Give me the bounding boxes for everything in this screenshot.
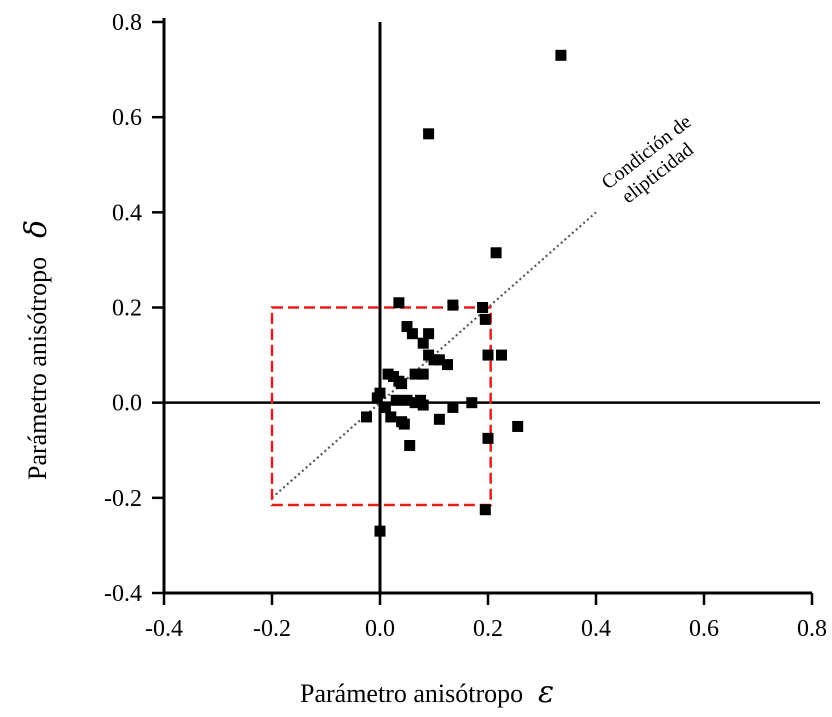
data-point xyxy=(479,313,491,325)
data-point xyxy=(404,439,416,451)
data-point xyxy=(447,299,459,311)
y-tick-label: 0.0 xyxy=(112,391,142,417)
data-point xyxy=(401,321,413,333)
data-point xyxy=(496,349,507,361)
data-point xyxy=(490,247,502,259)
y-tick-label: 0.8 xyxy=(112,10,142,36)
data-point xyxy=(417,337,429,349)
data-point xyxy=(555,49,567,61)
x-tick-label: 0.2 xyxy=(473,616,503,642)
data-point xyxy=(442,359,453,371)
data-points xyxy=(361,49,567,537)
x-axis-title-text: Parámetro anisótropo xyxy=(300,679,523,708)
x-axis-symbol: ε xyxy=(538,675,554,710)
data-point xyxy=(417,368,429,380)
data-point xyxy=(482,432,494,444)
y-tick-label: 0.2 xyxy=(112,296,142,322)
data-point xyxy=(396,378,408,390)
y-axis-symbol: δ xyxy=(19,220,54,238)
data-point xyxy=(385,411,397,423)
data-point xyxy=(393,297,405,309)
data-point xyxy=(512,420,524,432)
data-point xyxy=(466,397,478,409)
data-point xyxy=(398,418,410,430)
x-tick-label: -0.2 xyxy=(253,616,291,642)
x-tick-label: -0.4 xyxy=(145,616,183,642)
data-point xyxy=(390,394,402,406)
data-point xyxy=(447,401,459,413)
data-point xyxy=(477,302,489,313)
axis-ticks: -0.4 -0.2 0.0 0.2 0.4 0.6 0.8 0.8 0.6 0.4 0.2 0.0 -0… xyxy=(104,10,827,642)
data-point xyxy=(417,399,429,411)
x-tick-label: 0.0 xyxy=(365,616,395,642)
data-point xyxy=(406,328,418,340)
data-point xyxy=(361,411,372,423)
data-point xyxy=(409,368,421,380)
data-point xyxy=(371,392,383,404)
ellipticity-annotation: Condición de elipticidad xyxy=(598,111,698,208)
x-axis-title: Parámetro anisótropo ε xyxy=(300,675,554,710)
data-point xyxy=(423,128,435,140)
data-point xyxy=(433,413,445,425)
y-axis-title-text: Parámetro anisótropo xyxy=(23,257,52,480)
y-tick-label: 0.6 xyxy=(112,105,142,131)
data-point xyxy=(482,349,494,361)
x-tick-label: 0.6 xyxy=(689,616,719,642)
data-point xyxy=(379,401,391,413)
data-point xyxy=(479,504,491,516)
y-tick-label: -0.2 xyxy=(104,486,142,512)
x-tick-label: 0.8 xyxy=(797,616,827,642)
y-axis-title: Parámetro anisótropo δ xyxy=(19,220,54,480)
data-point xyxy=(423,328,435,340)
data-point xyxy=(433,354,445,366)
data-point xyxy=(401,394,413,406)
y-tick-label: -0.4 xyxy=(104,581,142,607)
data-point xyxy=(374,525,386,537)
x-tick-label: 0.4 xyxy=(581,616,611,642)
y-tick-label: 0.4 xyxy=(112,200,142,226)
